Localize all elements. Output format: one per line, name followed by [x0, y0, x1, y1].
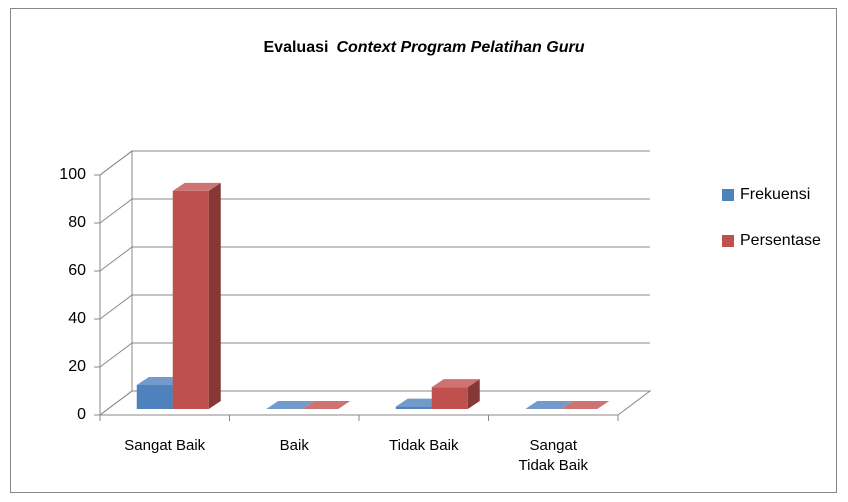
bar — [302, 401, 351, 409]
grid-line — [99, 198, 650, 224]
bar-top — [431, 379, 480, 388]
x-tick-label: Tidak Baik — [389, 437, 459, 454]
bar — [172, 182, 221, 409]
grid-line — [99, 246, 650, 272]
chart-border — [10, 8, 837, 493]
title-part: Evaluasi — [264, 39, 329, 56]
bar — [431, 379, 480, 409]
y-tick-label: 0 — [77, 406, 86, 423]
bar-top — [561, 401, 610, 409]
bar-top — [172, 182, 221, 191]
x-tick-label: Baik — [279, 437, 309, 454]
title-part: Context Program Pelatihan Guru — [336, 39, 584, 56]
legend-swatch — [722, 235, 734, 247]
legend-label: Persentase — [740, 232, 821, 249]
x-tick-label: Sangat Baik — [124, 437, 206, 454]
y-tick-label: 20 — [68, 358, 86, 375]
bar-top — [525, 401, 574, 409]
bar-side — [467, 379, 480, 409]
bar — [561, 401, 610, 409]
chart-title: Evaluasi Context Program Pelatihan Guru — [264, 39, 585, 56]
y-tick-label: 60 — [68, 262, 86, 279]
legend-swatch — [722, 189, 734, 201]
bar — [266, 401, 315, 409]
bar-top — [302, 401, 351, 409]
bar-top — [266, 401, 315, 409]
grid-line — [99, 294, 650, 320]
bar-front — [172, 190, 209, 409]
bar-front — [395, 406, 432, 409]
bar-side — [208, 182, 221, 409]
grid-line — [99, 342, 650, 368]
y-tick-label: 40 — [68, 310, 86, 327]
y-tick-label: 80 — [68, 214, 86, 231]
y-tick-label: 100 — [59, 166, 86, 183]
grid-line — [99, 150, 650, 176]
x-tick-label: Sangat Tidak Baik — [518, 437, 588, 474]
bar-front — [136, 385, 173, 409]
legend-label: Frekuensi — [740, 186, 810, 203]
bar-front — [431, 387, 468, 409]
bar — [525, 401, 574, 409]
